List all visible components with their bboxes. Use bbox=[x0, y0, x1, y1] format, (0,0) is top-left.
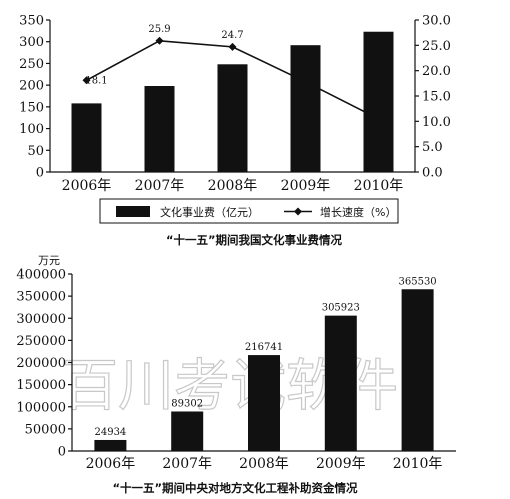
chart1-growth-label: 24.7 bbox=[221, 30, 243, 41]
chart2-bar bbox=[171, 411, 204, 451]
chart1-right-tick-label: 10.0 bbox=[422, 115, 451, 130]
chart1-left-tick-label: 250 bbox=[19, 57, 44, 72]
chart2-tick-label: 0 bbox=[58, 445, 66, 460]
chart-cultural-expenditure: 0 50 100 150 200 250 300 350 0.0 5.0 10.0 15.0 20.0… bbox=[19, 14, 451, 248]
chart1-right-tick-label: 15.0 bbox=[422, 90, 451, 105]
chart1-bar bbox=[363, 31, 394, 173]
legend-line-marker bbox=[294, 207, 302, 216]
chart2-bars bbox=[94, 289, 434, 451]
chart1-growth-label: 18.1 bbox=[85, 75, 107, 86]
chart2-unit-label: 万元 bbox=[38, 254, 60, 267]
chart2-tick-label: 300000 bbox=[16, 312, 66, 327]
chart1-left-tick-label: 200 bbox=[19, 79, 44, 94]
chart1-growth-line: 18.1 25.9 24.7 bbox=[82, 24, 383, 123]
chart1-right-tick-label: 20.0 bbox=[422, 64, 451, 79]
chart2-tick-label: 350000 bbox=[16, 290, 66, 305]
chart1-bars bbox=[71, 31, 394, 173]
chart2-data-label: 216741 bbox=[245, 342, 283, 353]
chart1-left-tick-label: 0 bbox=[36, 166, 44, 181]
chart2-tick-label: 200000 bbox=[16, 356, 66, 371]
chart1-right-tick-label: 5.0 bbox=[422, 140, 443, 155]
chart1-left-tick-label: 100 bbox=[19, 122, 44, 137]
chart1-growth-marker bbox=[155, 36, 164, 45]
chart2-category-label: 2006年 bbox=[86, 456, 136, 472]
chart2-tick-label: 50000 bbox=[25, 422, 66, 437]
chart1-category-label: 2010年 bbox=[354, 178, 404, 194]
chart1-category-label: 2008年 bbox=[208, 178, 258, 194]
chart1-bar bbox=[144, 86, 175, 172]
chart2-data-label: 365530 bbox=[399, 276, 437, 287]
chart1-left-tick-label: 50 bbox=[27, 144, 44, 159]
chart1-growth-marker bbox=[374, 114, 383, 123]
chart2-tick-label: 100000 bbox=[16, 400, 66, 415]
legend-bar-swatch bbox=[116, 206, 150, 217]
chart1-bar bbox=[217, 64, 248, 172]
chart2-data-label: 24934 bbox=[94, 427, 126, 438]
chart1-left-tick-label: 300 bbox=[19, 35, 44, 50]
chart1-category-label: 2006年 bbox=[62, 178, 112, 194]
chart2-category-label: 2009年 bbox=[316, 456, 366, 472]
chart1-left-ticks: 0 50 100 150 200 250 300 350 bbox=[19, 14, 50, 181]
chart2-tick-label: 400000 bbox=[16, 268, 66, 283]
chart1-right-tick-label: 25.0 bbox=[422, 39, 451, 54]
chart1-bar bbox=[290, 45, 321, 173]
chart2-bar bbox=[248, 355, 280, 451]
chart1-growth-marker bbox=[228, 42, 237, 51]
chart2-title: “十一五”期间中央对地方文化工程补助资金情况 bbox=[112, 481, 358, 495]
chart2-bar bbox=[324, 315, 357, 451]
chart2-data-label: 89302 bbox=[171, 398, 203, 409]
legend-box bbox=[99, 198, 399, 224]
chart2-bar bbox=[94, 439, 127, 451]
legend-bar-label: 文化事业费（亿元） bbox=[160, 205, 259, 219]
chart1-growth-label: 25.9 bbox=[148, 24, 170, 35]
chart2-tick-label: 250000 bbox=[16, 334, 66, 349]
chart2-category-label: 2010年 bbox=[393, 456, 443, 472]
chart2-data-labels: 24934 89302 216741 305923 365530 bbox=[94, 276, 436, 438]
legend-line-label: 增长速度（%） bbox=[320, 205, 396, 219]
chart-central-subsidy: 万元 0 50000 100000 150000 200000 250000 300000 3… bbox=[16, 254, 456, 495]
chart1-left-tick-label: 350 bbox=[19, 14, 44, 29]
chart2-category-label: 2008年 bbox=[239, 456, 289, 472]
chart1-growth-marker bbox=[301, 77, 310, 86]
chart2-bar bbox=[401, 289, 434, 451]
chart1-category-labels: 2006年 2007年 2008年 2009年 2010年 bbox=[62, 178, 404, 194]
chart1-right-tick-label: 0.0 bbox=[422, 166, 443, 181]
chart2-ticks: 0 50000 100000 150000 200000 250000 300000 3500… bbox=[16, 268, 72, 460]
chart2-data-label: 305923 bbox=[322, 303, 360, 314]
chart2-category-labels: 2006年 2007年 2008年 2009年 2010年 bbox=[86, 456, 443, 472]
chart1-right-tick-label: 30.0 bbox=[422, 14, 451, 29]
chart1-legend: 文化事业费（亿元） 增长速度（%） bbox=[99, 198, 399, 224]
chart1-bar bbox=[71, 103, 102, 172]
chart1-title: “十一五”期间我国文化事业费情况 bbox=[166, 233, 343, 247]
chart1-category-label: 2009年 bbox=[281, 178, 331, 194]
chart1-category-label: 2007年 bbox=[135, 178, 185, 194]
chart2-tick-label: 150000 bbox=[16, 378, 66, 393]
chart1-right-ticks: 0.0 5.0 10.0 15.0 20.0 25.0 30.0 bbox=[415, 14, 451, 181]
chart1-left-tick-label: 150 bbox=[19, 100, 44, 115]
chart2-category-label: 2007年 bbox=[162, 456, 212, 472]
chart1-growth-marker bbox=[82, 76, 91, 85]
